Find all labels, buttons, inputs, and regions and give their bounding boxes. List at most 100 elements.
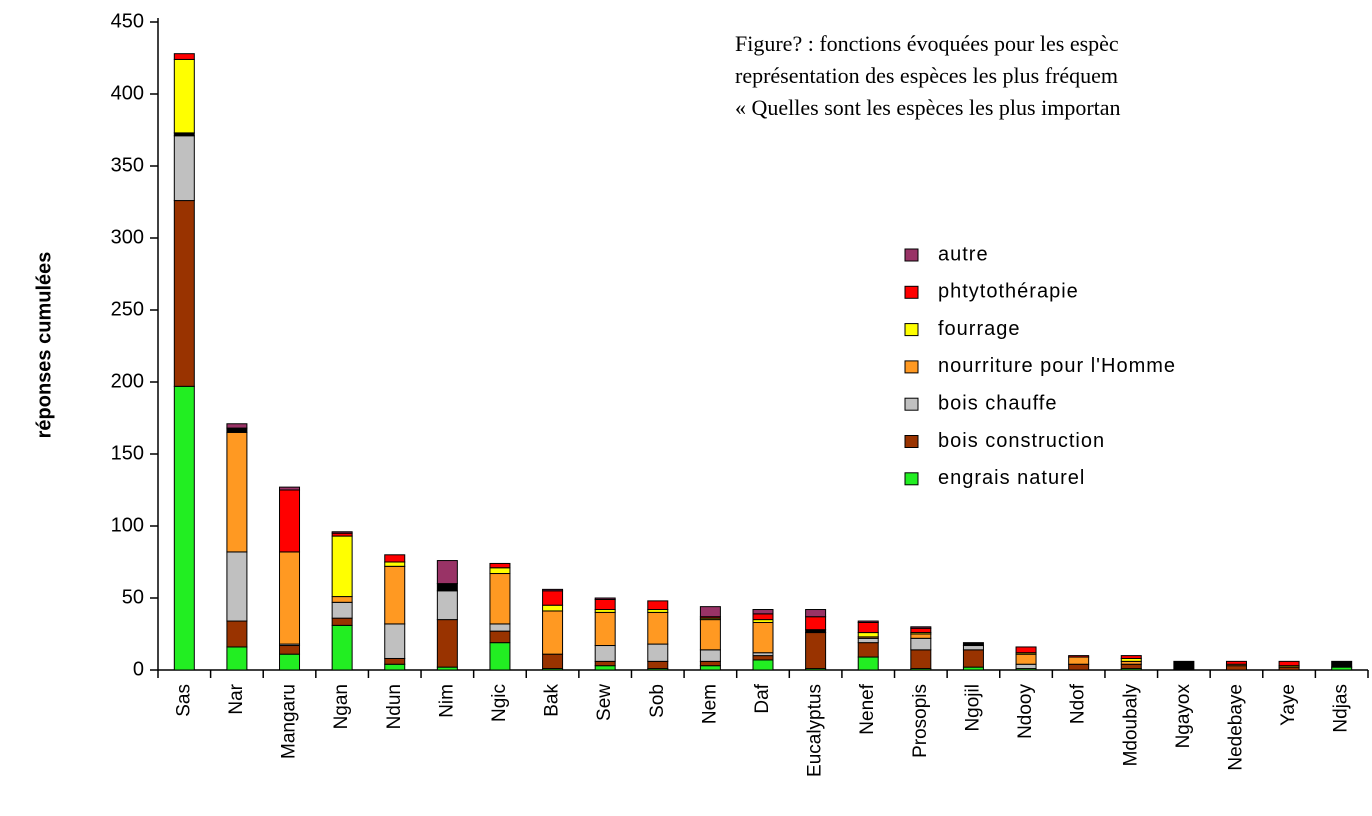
bar-segment — [489, 642, 511, 671]
bar-segment — [699, 660, 721, 667]
bar-segment — [384, 565, 406, 625]
bar-segment — [226, 646, 248, 671]
bar-segment — [1331, 660, 1353, 668]
bar-segment — [594, 645, 616, 662]
x-tick-label: Ngic — [489, 684, 510, 722]
bar-segment — [857, 620, 879, 623]
legend-swatch — [904, 323, 919, 337]
legend-label: phtytothérapie — [938, 281, 1079, 303]
bar-segment — [699, 619, 721, 651]
bar-segment — [805, 616, 827, 631]
x-tick-label: Nim — [436, 684, 457, 718]
bar-segment — [1068, 655, 1090, 658]
bar-segment — [226, 423, 248, 429]
bar-segment — [805, 632, 827, 670]
bar-segment — [910, 649, 932, 670]
legend-label: bois chauffe — [938, 392, 1058, 414]
bar-segment — [489, 567, 511, 575]
bar-segment — [384, 561, 406, 567]
bar-segment — [436, 583, 458, 592]
legend-swatch — [904, 435, 919, 448]
bar-segment — [910, 637, 932, 651]
bar-segment — [1225, 660, 1247, 665]
x-tick-label: Sas — [173, 684, 194, 717]
x-tick-label: Ndof — [1068, 683, 1089, 724]
y-tick-label: 450 — [111, 10, 144, 32]
bar-segment — [331, 601, 353, 619]
bar-segment — [594, 660, 616, 667]
x-tick-label: Mangaru — [279, 684, 300, 759]
bar-segment — [752, 613, 774, 621]
bar-segment — [1015, 653, 1037, 665]
bar-segment — [752, 621, 774, 654]
y-axis-label: réponses cumulées — [33, 252, 55, 439]
bar-segment — [647, 611, 669, 645]
bar-segment — [279, 486, 301, 491]
bar-segment — [331, 531, 353, 534]
legend-label: bois construction — [938, 430, 1105, 452]
y-tick-label: 400 — [111, 82, 144, 104]
x-tick-label: Sob — [647, 684, 668, 718]
legend-swatch — [904, 360, 919, 374]
x-tick-label: Nar — [226, 683, 247, 714]
bar-segment — [489, 573, 511, 625]
bar-segment — [647, 660, 669, 670]
bar-segment — [910, 627, 932, 634]
bar-segment — [857, 656, 879, 671]
bar-segment — [331, 535, 353, 598]
bar-segment — [1068, 663, 1090, 671]
bar-segment — [226, 551, 248, 622]
chart-title: Figure? : fonctions évoquées pour les es… — [735, 31, 1119, 56]
bar-segment — [962, 649, 984, 668]
bar-segment — [173, 135, 195, 202]
bar-segment — [542, 604, 564, 612]
bar-segment — [226, 431, 248, 553]
bar-segment — [436, 619, 458, 668]
bar-segment — [1068, 656, 1090, 665]
x-tick-label: Mdoubaly — [1120, 684, 1141, 767]
bar-segment — [331, 596, 353, 603]
y-tick-label: 150 — [111, 442, 144, 464]
bar-segment — [594, 597, 616, 600]
x-tick-label: Daf — [752, 683, 773, 713]
x-tick-label: Ngan — [331, 684, 352, 729]
bar-segment — [489, 623, 511, 632]
bar-segment — [805, 609, 827, 618]
bar-segment — [1173, 660, 1195, 671]
chart-title: représentation des espèces les plus fréq… — [735, 63, 1118, 88]
bar-segment — [1015, 646, 1037, 654]
bar-segment — [173, 385, 195, 671]
bar-segment — [910, 633, 932, 639]
bar-segment — [542, 610, 564, 655]
bar-segment — [173, 58, 195, 134]
legend-swatch — [904, 248, 919, 262]
bar-segment — [699, 649, 721, 662]
bar-segment — [699, 665, 721, 671]
bar-segment — [384, 657, 406, 665]
x-tick-label: Yaye — [1278, 684, 1299, 726]
bar-segment — [962, 645, 984, 651]
bar-segment — [436, 560, 458, 585]
bar-segment — [857, 621, 879, 634]
bar-segment — [699, 606, 721, 618]
bar-segment — [384, 554, 406, 563]
bar-segment — [1278, 660, 1300, 667]
bar-segment — [594, 611, 616, 647]
bar-segment — [857, 642, 879, 658]
y-tick-label: 200 — [111, 370, 144, 392]
y-tick-label: 350 — [111, 154, 144, 176]
bar-segment — [279, 645, 301, 655]
bar-segment — [594, 598, 616, 611]
bar-segment — [489, 562, 511, 569]
x-tick-label: Ndun — [384, 684, 405, 729]
bar-segment — [1015, 663, 1037, 670]
bar-segment — [857, 637, 879, 644]
legend-label: autre — [938, 243, 989, 265]
bar-segment — [331, 624, 353, 671]
bar-segment — [279, 653, 301, 671]
x-tick-label: Ndooy — [1015, 684, 1036, 739]
y-tick-label: 100 — [111, 514, 144, 536]
bar-segment — [752, 655, 774, 661]
x-tick-label: Sew — [594, 684, 615, 721]
